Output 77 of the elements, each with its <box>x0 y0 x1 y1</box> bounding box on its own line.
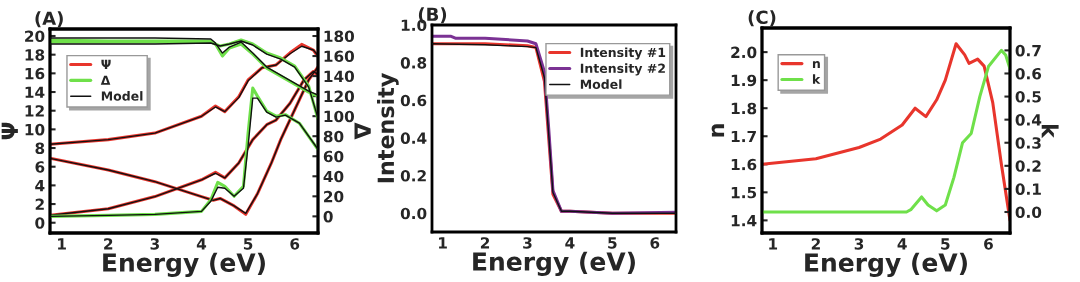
chart-title: (A) <box>35 11 63 28</box>
x-tick-label: 4 <box>196 238 207 250</box>
x-tick-label: 3 <box>150 238 159 250</box>
y-tick-label: 0.6 <box>400 94 427 107</box>
y2-tick-label: 0.2 <box>1015 160 1041 172</box>
y-tick-label: 0.8 <box>400 57 427 69</box>
y2-tick-label: 0.4 <box>1015 114 1042 126</box>
x-tick-label: 5 <box>243 238 253 250</box>
y2-tick-label: 20 <box>324 190 344 203</box>
y-tick-label: 14 <box>25 86 45 98</box>
x-tick-label: 6 <box>650 237 660 249</box>
chart-title: (C) <box>748 10 776 27</box>
y2-axis-title: k <box>1041 124 1059 139</box>
y-tick-label: 8 <box>35 142 45 155</box>
y-tick-label: 4 <box>35 180 45 192</box>
y-tick-label: 1.8 <box>731 102 757 115</box>
legend-label: k <box>812 74 821 84</box>
x-axis-title: Energy (eV) <box>103 252 265 278</box>
x-tick-label: 5 <box>941 238 950 250</box>
y2-tick-label: 120 <box>324 90 355 103</box>
y-tick-label: 1.6 <box>731 158 757 171</box>
y2-tick-label: 40 <box>323 170 344 183</box>
y2-tick-label: 0.0 <box>1015 206 1042 219</box>
x-tick-label: 4 <box>897 238 907 250</box>
legend-label: Δ <box>100 75 111 85</box>
y2-tick-label: 0.5 <box>1015 91 1041 103</box>
y2-tick-label: 0 <box>323 210 333 223</box>
y2-tick-label: 0.3 <box>1015 137 1041 149</box>
y-tick-label: 18 <box>25 49 45 61</box>
y-tick-label: 0.0 <box>400 207 427 220</box>
y-tick-label: 16 <box>25 67 45 80</box>
y-tick-label: 1.5 <box>731 187 757 199</box>
y2-tick-label: 180 <box>324 30 355 43</box>
y2-tick-label: 140 <box>324 70 355 83</box>
y-axis-title: Intensity <box>377 73 399 183</box>
x-axis-title: Energy (eV) <box>805 252 967 278</box>
y-tick-label: 10 <box>25 123 45 136</box>
x-tick-label: 5 <box>608 237 617 249</box>
legend-label: Ψ <box>101 59 111 69</box>
y2-tick-label: 0.1 <box>1015 183 1041 195</box>
legend-label: Model <box>101 91 143 101</box>
x-tick-label: 6 <box>984 238 993 250</box>
y2-tick-label: 0.7 <box>1015 44 1041 57</box>
y2-tick-label: 0.6 <box>1015 67 1042 80</box>
y-tick-label: 1.4 <box>731 215 757 227</box>
y2-tick-label: 80 <box>323 130 344 143</box>
y-tick-label: 1.9 <box>731 74 757 87</box>
legend-label: Intensity #2 <box>580 63 665 76</box>
x-tick-label: 1 <box>439 237 447 249</box>
x-tick-label: 2 <box>811 238 820 250</box>
legend-label: n <box>812 61 820 68</box>
x-tick-label: 3 <box>523 237 532 249</box>
x-axis-title: Energy (eV) <box>473 251 635 277</box>
y2-tick-label: 60 <box>323 150 344 163</box>
legend-label: Model <box>580 79 622 89</box>
x-tick-label: 2 <box>104 238 113 250</box>
y-axis-title: Ψ <box>1 122 18 140</box>
y-tick-label: 2.0 <box>731 46 757 59</box>
x-tick-label: 1 <box>58 238 66 250</box>
y-axis-title: n <box>711 124 725 137</box>
y2-tick-label: 100 <box>324 110 355 123</box>
y-tick-label: 6 <box>35 161 45 173</box>
x-tick-label: 3 <box>854 238 864 250</box>
legend-label: Intensity #1 <box>580 47 666 60</box>
y-tick-label: 0 <box>35 217 45 229</box>
y-tick-label: 1.7 <box>731 130 756 143</box>
y-tick-label: 20 <box>25 30 45 43</box>
x-tick-label: 4 <box>565 237 575 249</box>
y-tick-label: 0.4 <box>400 132 427 144</box>
y2-tick-label: 160 <box>324 50 355 63</box>
y-tick-label: 0.2 <box>400 170 426 182</box>
x-tick-label: 1 <box>769 238 778 250</box>
x-tick-label: 6 <box>290 238 300 250</box>
y2-axis-title: Δ <box>354 122 371 140</box>
x-tick-label: 2 <box>480 237 490 249</box>
y-tick-label: 2 <box>35 198 44 210</box>
y-tick-label: 12 <box>25 105 44 117</box>
